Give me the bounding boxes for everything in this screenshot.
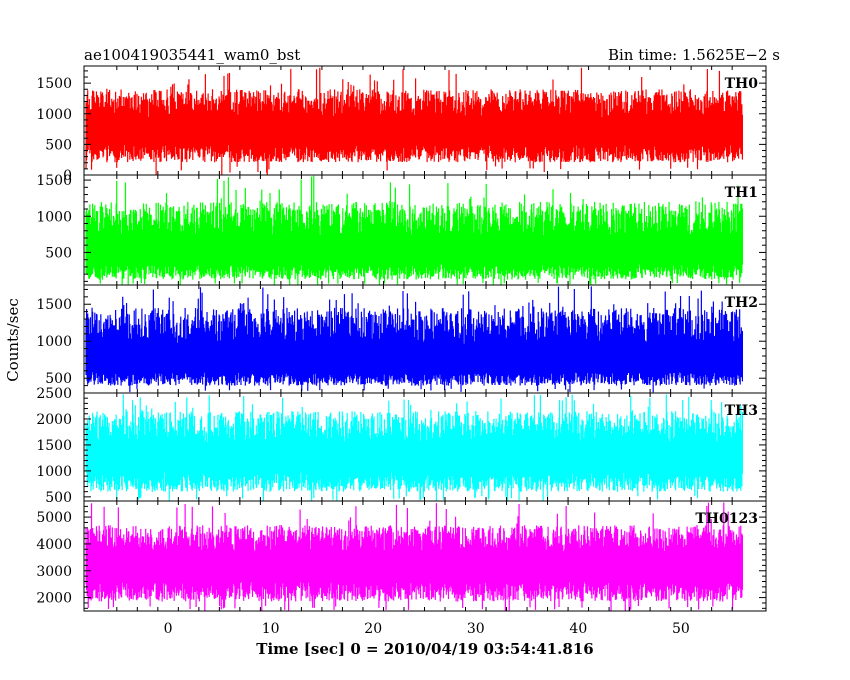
panel-name-label: TH0123 [695,511,758,527]
y-tick-label: 500 [45,137,72,153]
panel-th2: 500 1000 1500 TH2 [36,284,767,394]
panel-th0123: 2000 3000 4000 5000 TH0123 [36,500,767,612]
y-tick-label: 2500 [36,386,72,402]
chart-title: ae100419035441_wam0_bst [84,46,300,64]
panel-name-label: TH0 [725,76,759,92]
y-tick-label: 1500 [36,438,72,454]
series-th2 [85,286,744,393]
y-tick-label: 0 [63,168,72,184]
series-th0123 [85,502,744,611]
y-tick-label: 1000 [36,464,72,480]
panel-th1: 500 1000 1500 TH1 [36,173,767,286]
y-tick-label: 2000 [36,412,72,428]
x-tick-label: 40 [569,621,587,637]
x-tick-label: 30 [467,621,485,637]
x-tick-label: 0 [164,621,173,637]
series-th3 [85,394,744,501]
panel-name-label: TH2 [725,295,758,311]
y-tick-label: 500 [45,245,72,261]
y-tick-label: 1500 [36,76,72,92]
y-tick-label: 1000 [36,209,72,225]
series-th0 [85,67,744,175]
y-axis-label: Counts/sec [4,298,22,382]
x-tick-label: 10 [262,621,280,637]
y-tick-label: 1000 [36,107,72,123]
x-axis-label: Time [sec] 0 = 2010/04/19 03:54:41.816 [256,640,593,658]
panel-name-label: TH3 [725,403,758,419]
series-th1 [85,175,744,285]
y-tick-label: 500 [45,490,72,506]
y-tick-label: 5000 [36,510,72,526]
y-tick-label: 1500 [36,173,72,189]
x-tick-label: 50 [672,621,690,637]
y-tick-label: 2000 [36,591,72,607]
y-tick-label: 1500 [36,297,72,313]
y-tick-label: 3000 [36,564,72,580]
y-tick-label: 4000 [36,537,72,553]
x-tick-label: 20 [364,621,382,637]
y-tick-label: 500 [45,371,72,387]
panel-th3: 500 1000 1500 2000 2500 TH3 [36,386,767,506]
chart-subtitle: Bin time: 1.5625E−2 s [608,46,780,64]
panel-th0: 0 500 1000 1500 TH0 [36,65,767,184]
panel-name-label: TH1 [725,185,758,201]
y-tick-label: 1000 [36,334,72,350]
panel-frame [83,500,767,612]
